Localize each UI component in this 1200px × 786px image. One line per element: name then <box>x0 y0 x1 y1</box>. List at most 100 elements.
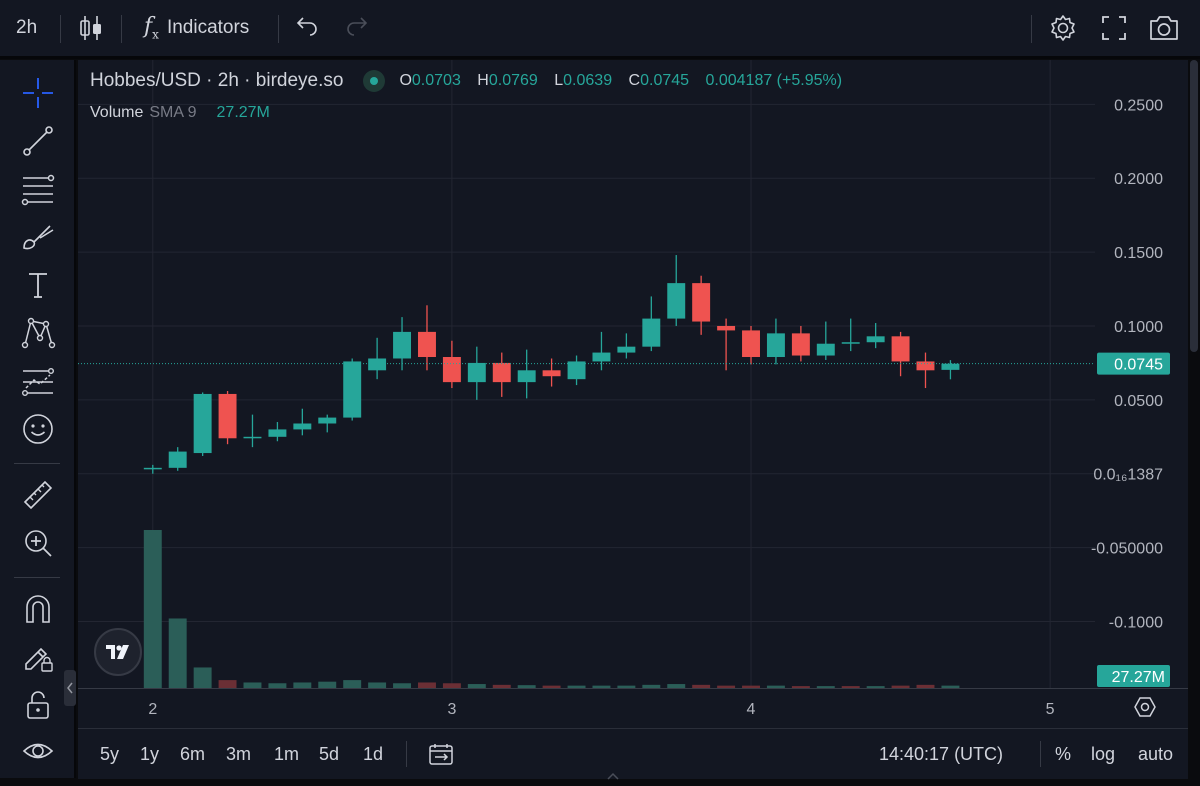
range-label: 6m <box>180 743 206 764</box>
log-label: log <box>1091 743 1116 764</box>
range-button-3m[interactable]: 3m <box>226 729 251 779</box>
toolbar-divider <box>278 15 279 43</box>
low-value: 0.0639 <box>563 72 613 89</box>
undo-button[interactable] <box>295 0 319 56</box>
change-value: 0.004187 (+5.95%) <box>705 72 843 89</box>
volume-legend: Volume SMA 9 27.27M <box>90 104 270 122</box>
tradingview-logo-icon <box>106 645 129 659</box>
function-icon: fx <box>144 14 159 42</box>
toolbar-divider <box>1040 741 1041 767</box>
auto-toggle[interactable]: auto <box>1138 729 1173 779</box>
top-toolbar: 2h fx Indicators <box>0 0 1200 59</box>
goto-date-button[interactable] <box>428 729 454 779</box>
lock-drawing-icon <box>25 647 53 672</box>
chart-pane[interactable] <box>78 60 1188 778</box>
axis-settings-button[interactable] <box>1132 694 1158 720</box>
undo-icon <box>296 17 317 36</box>
eye-icon <box>22 743 54 759</box>
crosshair-tool[interactable] <box>19 74 57 112</box>
trend-line-icon <box>23 126 53 156</box>
range-button-5d[interactable]: 5d <box>319 729 339 779</box>
range-button-5y[interactable]: 5y <box>100 729 119 779</box>
magnet-tool[interactable] <box>19 590 57 628</box>
ruler-icon <box>23 480 53 510</box>
unlock-icon <box>27 691 49 719</box>
toolbar-divider <box>14 463 60 464</box>
date-range-icon <box>429 744 453 765</box>
range-button-1m[interactable]: 1m <box>274 729 299 779</box>
lock-all-tool[interactable] <box>19 686 57 724</box>
percent-label: % <box>1055 743 1072 764</box>
log-toggle[interactable]: log <box>1091 729 1115 779</box>
open-label: O <box>399 72 412 89</box>
hide-drawings-tool[interactable] <box>19 732 57 770</box>
emoji-tool[interactable] <box>19 410 57 448</box>
candlestick-icon <box>80 16 101 40</box>
fullscreen-button[interactable] <box>1101 0 1127 56</box>
range-label: 3m <box>226 743 252 764</box>
indicators-label: Indicators <box>166 17 250 38</box>
tradingview-logo[interactable] <box>94 628 142 676</box>
lock-drawing-tool[interactable] <box>19 638 57 676</box>
fib-retracement-icon <box>21 174 55 206</box>
interval-button[interactable]: 2h <box>16 0 37 56</box>
interval-label: 2h <box>16 17 38 38</box>
toolbar-divider <box>406 741 407 767</box>
pattern-icon <box>21 317 56 349</box>
high-label: H <box>477 72 489 89</box>
expand-bottom-panel-button[interactable] <box>606 768 620 780</box>
gear-icon <box>1051 15 1075 41</box>
fullscreen-icon <box>1102 16 1126 40</box>
ohlc-values: O0.0703 H0.0769 L0.0639 C0.0745 0.004187… <box>399 72 842 90</box>
settings-button[interactable] <box>1048 0 1078 56</box>
auto-label: auto <box>1138 743 1174 764</box>
axis-settings-icon <box>1134 697 1156 717</box>
camera-icon <box>1150 16 1178 40</box>
indicators-button[interactable]: fx Indicators <box>144 0 249 56</box>
text-icon <box>29 273 47 298</box>
crosshair-icon <box>23 78 53 108</box>
text-tool[interactable] <box>19 266 57 304</box>
range-button-1y[interactable]: 1y <box>140 729 159 779</box>
range-label: 5y <box>100 743 120 764</box>
range-label: 1m <box>274 743 300 764</box>
pattern-tool[interactable] <box>19 314 57 352</box>
market-status-icon <box>363 70 386 92</box>
close-label: C <box>628 72 641 89</box>
chart-type-button[interactable] <box>78 0 104 56</box>
range-label: 1d <box>363 743 384 764</box>
open-value: 0.0703 <box>411 72 461 89</box>
range-label: 5d <box>319 743 340 764</box>
prediction-tool[interactable] <box>19 362 57 400</box>
clock-time: 14:40:17 (UTC) <box>879 743 1004 764</box>
chevron-up-icon <box>607 772 619 780</box>
zoom-in-icon <box>25 530 52 557</box>
brush-icon <box>23 225 54 250</box>
drawing-toolbar <box>0 60 76 778</box>
close-value: 0.0745 <box>640 72 690 89</box>
snapshot-button[interactable] <box>1148 0 1180 56</box>
chevron-left-icon <box>67 682 73 694</box>
page-scrollbar-thumb[interactable] <box>1190 60 1198 352</box>
clock-display[interactable]: 14:40:17 (UTC) <box>879 729 1003 779</box>
zoom-in-tool[interactable] <box>19 524 57 562</box>
magnet-icon <box>26 595 50 623</box>
low-label: L <box>554 72 564 89</box>
collapse-toolbar-button[interactable] <box>64 670 76 706</box>
range-button-1d[interactable]: 1d <box>363 729 383 779</box>
brush-tool[interactable] <box>19 218 57 256</box>
symbol-title[interactable]: Hobbes/USD · 2h · birdeye.so <box>90 70 344 91</box>
range-button-6m[interactable]: 6m <box>180 729 205 779</box>
sma-label: SMA 9 <box>149 104 197 121</box>
bottom-toolbar: 5y 1y 6m 3m 1m 5d 1d 14:40:17 (UTC) % log auto <box>78 728 1188 779</box>
fib-retracement-tool[interactable] <box>19 170 57 208</box>
volume-value: 27.27M <box>216 104 270 121</box>
redo-button[interactable] <box>345 0 369 56</box>
page-scrollbar-track <box>1189 60 1200 778</box>
prediction-icon <box>22 367 55 397</box>
toolbar-divider <box>1031 15 1032 43</box>
percent-toggle[interactable]: % <box>1055 729 1071 779</box>
measure-tool[interactable] <box>19 476 57 514</box>
trend-line-tool[interactable] <box>19 122 57 160</box>
volume-label[interactable]: Volume <box>90 104 144 121</box>
